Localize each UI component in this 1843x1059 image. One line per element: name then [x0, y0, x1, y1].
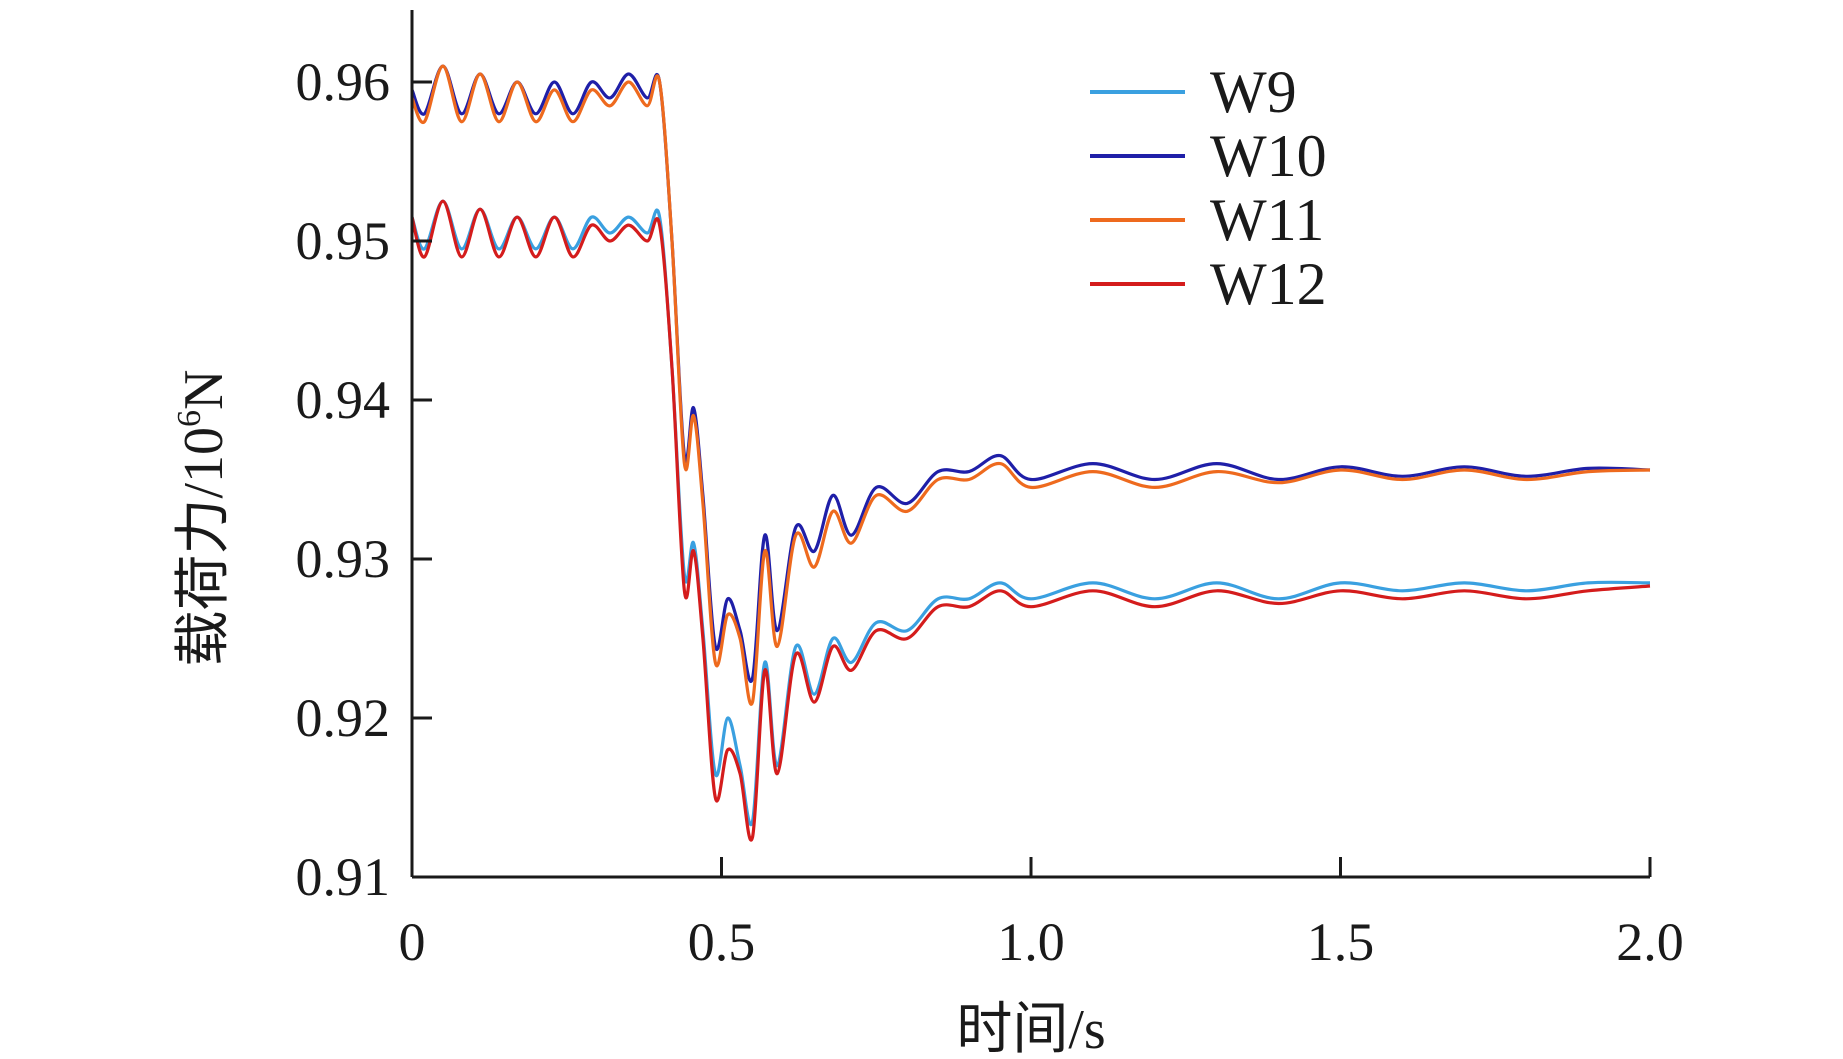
y-tick-label: 0.91 [296, 847, 391, 907]
y-axis-title-unit: N [173, 369, 235, 409]
legend-label-w11: W11 [1210, 187, 1324, 253]
ticks-layer: 0 0.5 1.0 1.5 2.0 0.91 0.92 0.93 0.94 0.95 0.96 [296, 52, 1684, 972]
y-tick-label: 0.96 [296, 52, 391, 112]
x-tick-label: 1.5 [1307, 912, 1375, 972]
legend-label-w10: W10 [1210, 123, 1327, 189]
y-tick-label: 0.93 [296, 529, 391, 589]
legend-label-w9: W9 [1210, 59, 1297, 125]
x-tick-label: 0 [399, 912, 426, 972]
x-tick-label: 0.5 [688, 912, 756, 972]
y-tick-label: 0.94 [296, 370, 391, 430]
y-axis-title: 载荷力/106N [171, 369, 235, 666]
x-tick-label: 2.0 [1616, 912, 1684, 972]
series-layer [410, 64, 1651, 842]
x-axis-title: 时间/s [956, 999, 1105, 1054]
y-axis-title-exponent: 6 [171, 410, 208, 427]
x-tick-label: 1.0 [997, 912, 1065, 972]
series-line-w12 [410, 199, 1651, 842]
axes-layer [410, 10, 1650, 879]
y-tick-label: 0.95 [296, 211, 391, 271]
series-line-w11 [410, 64, 1651, 706]
y-axis-title-main: 载荷力/10 [173, 427, 235, 667]
legend-label-w12: W12 [1210, 251, 1327, 317]
series-line-w9 [410, 199, 1651, 827]
y-tick-label: 0.92 [296, 688, 391, 748]
series-line-w10 [410, 64, 1651, 683]
